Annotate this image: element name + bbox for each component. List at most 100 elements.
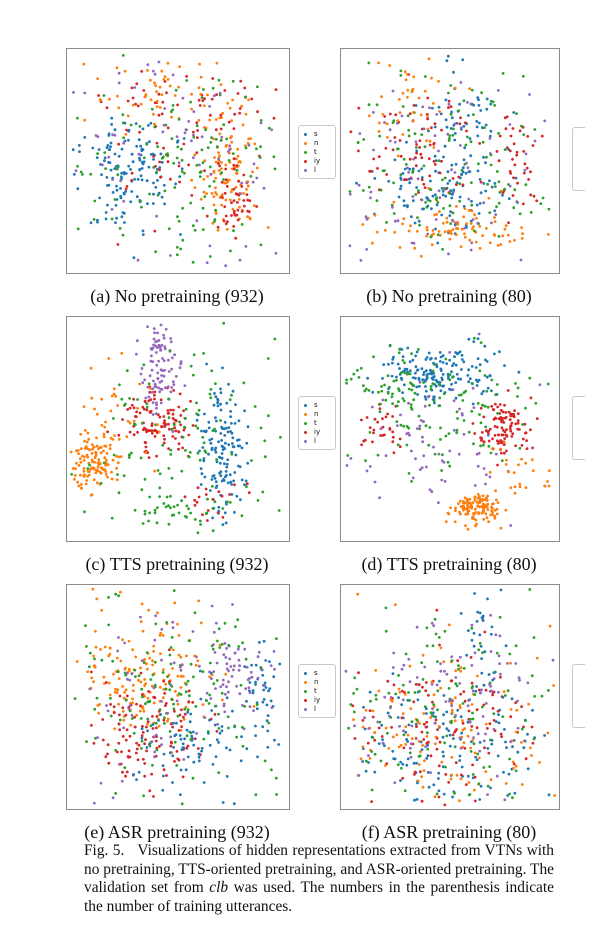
legend-item-s: s bbox=[299, 130, 335, 139]
scatter-point-s bbox=[501, 695, 505, 699]
scatter-point-n bbox=[146, 667, 149, 671]
scatter-point-t bbox=[534, 401, 538, 405]
scatter-point-n bbox=[411, 87, 415, 91]
scatter-point-iy bbox=[128, 406, 132, 410]
scatter-point-s bbox=[216, 401, 220, 405]
scatter-point-iy bbox=[493, 434, 497, 437]
scatter-point-n bbox=[217, 151, 221, 154]
scatter-point-s bbox=[140, 147, 144, 151]
scatter-point-t bbox=[73, 697, 77, 700]
scatter-point-s bbox=[489, 632, 493, 636]
scatter-point-t bbox=[213, 427, 216, 431]
scatter-point-n bbox=[205, 192, 209, 196]
scatter-point-iy bbox=[525, 166, 529, 170]
scatter-point-iy bbox=[153, 393, 156, 397]
scatter-point-t bbox=[397, 389, 401, 393]
scatter-point-iy bbox=[153, 435, 157, 438]
scatter-point-s bbox=[269, 699, 273, 703]
scatter-point-t bbox=[431, 644, 435, 648]
scatter-point-l bbox=[418, 424, 422, 428]
scatter-point-n bbox=[459, 512, 462, 516]
scatter-point-t bbox=[122, 136, 125, 140]
scatter-point-n bbox=[95, 436, 98, 440]
scatter-point-s bbox=[108, 161, 112, 164]
scatter-point-t bbox=[118, 227, 122, 230]
scatter-point-l bbox=[182, 758, 186, 761]
scatter-point-s bbox=[76, 187, 80, 191]
scatter-point-iy bbox=[248, 199, 252, 203]
scatter-point-n bbox=[476, 492, 480, 496]
scatter-point-s bbox=[225, 462, 229, 466]
scatter-point-n bbox=[119, 659, 123, 663]
clipped-legend-f bbox=[572, 664, 585, 728]
scatter-point-s bbox=[364, 769, 368, 773]
scatter-point-n bbox=[488, 470, 492, 474]
scatter-point-l bbox=[389, 696, 393, 699]
scatter-point-s bbox=[119, 187, 122, 190]
scatter-point-l bbox=[243, 647, 247, 651]
scatter-point-n bbox=[415, 229, 419, 233]
scatter-point-s bbox=[482, 389, 485, 393]
scatter-point-t bbox=[175, 156, 179, 160]
scatter-point-l bbox=[227, 669, 231, 673]
scatter-point-s bbox=[487, 673, 491, 676]
scatter-point-l bbox=[365, 217, 369, 221]
scatter-point-n bbox=[505, 458, 508, 462]
scatter-point-n bbox=[422, 712, 426, 715]
scatter-point-t bbox=[438, 396, 442, 400]
scatter-point-iy bbox=[377, 726, 381, 730]
scatter-point-t bbox=[443, 629, 447, 633]
scatter-point-s bbox=[465, 653, 469, 657]
scatter-point-n bbox=[427, 57, 431, 61]
scatter-point-l bbox=[471, 689, 475, 693]
scatter-point-iy bbox=[197, 495, 201, 499]
scatter-point-iy bbox=[160, 112, 164, 116]
scatter-point-t bbox=[218, 646, 222, 649]
scatter-point-iy bbox=[128, 755, 132, 759]
scatter-point-iy bbox=[501, 433, 505, 437]
scatter-point-n bbox=[507, 470, 510, 474]
scatter-point-t bbox=[410, 388, 414, 392]
legend-marker bbox=[304, 404, 307, 407]
scatter-point-n bbox=[119, 590, 122, 594]
scatter-point-s bbox=[396, 716, 400, 719]
scatter-point-s bbox=[469, 219, 473, 223]
scatter-point-l bbox=[239, 192, 242, 196]
scatter-point-l bbox=[409, 755, 413, 759]
scatter-point-t bbox=[356, 368, 359, 372]
scatter-point-n bbox=[145, 662, 148, 666]
scatter-point-t bbox=[201, 206, 205, 210]
scatter-point-iy bbox=[461, 183, 465, 187]
scatter-point-iy bbox=[223, 89, 227, 92]
scatter-point-n bbox=[423, 89, 427, 93]
scatter-point-iy bbox=[357, 671, 360, 675]
scatter-point-s bbox=[368, 690, 372, 694]
legend-item-s: s bbox=[299, 669, 335, 678]
scatter-point-t bbox=[448, 204, 452, 208]
scatter-point-t bbox=[513, 188, 517, 192]
scatter-point-iy bbox=[165, 774, 168, 777]
scatter-point-iy bbox=[215, 93, 218, 97]
scatter-point-t bbox=[88, 665, 91, 669]
scatter-point-n bbox=[162, 688, 166, 691]
scatter-point-n bbox=[398, 111, 402, 114]
scatter-point-n bbox=[234, 185, 238, 189]
scatter-point-s bbox=[208, 438, 212, 442]
scatter-point-n bbox=[486, 508, 490, 512]
scatter-point-iy bbox=[432, 160, 436, 163]
scatter-point-iy bbox=[504, 416, 508, 419]
scatter-point-t bbox=[449, 112, 453, 116]
scatter-point-l bbox=[381, 398, 385, 402]
scatter-point-t bbox=[272, 155, 276, 159]
legend-item-t: t bbox=[299, 419, 335, 428]
scatter-point-l bbox=[358, 132, 362, 135]
scatter-point-l bbox=[214, 687, 217, 690]
scatter-point-s bbox=[233, 510, 236, 514]
scatter-point-t bbox=[213, 500, 217, 504]
scatter-point-n bbox=[138, 382, 141, 386]
scatter-point-t bbox=[139, 717, 143, 720]
scatter-point-t bbox=[274, 776, 278, 780]
scatter-point-l bbox=[516, 726, 520, 730]
scatter-point-n bbox=[104, 420, 107, 424]
scatter-point-t bbox=[167, 522, 171, 526]
